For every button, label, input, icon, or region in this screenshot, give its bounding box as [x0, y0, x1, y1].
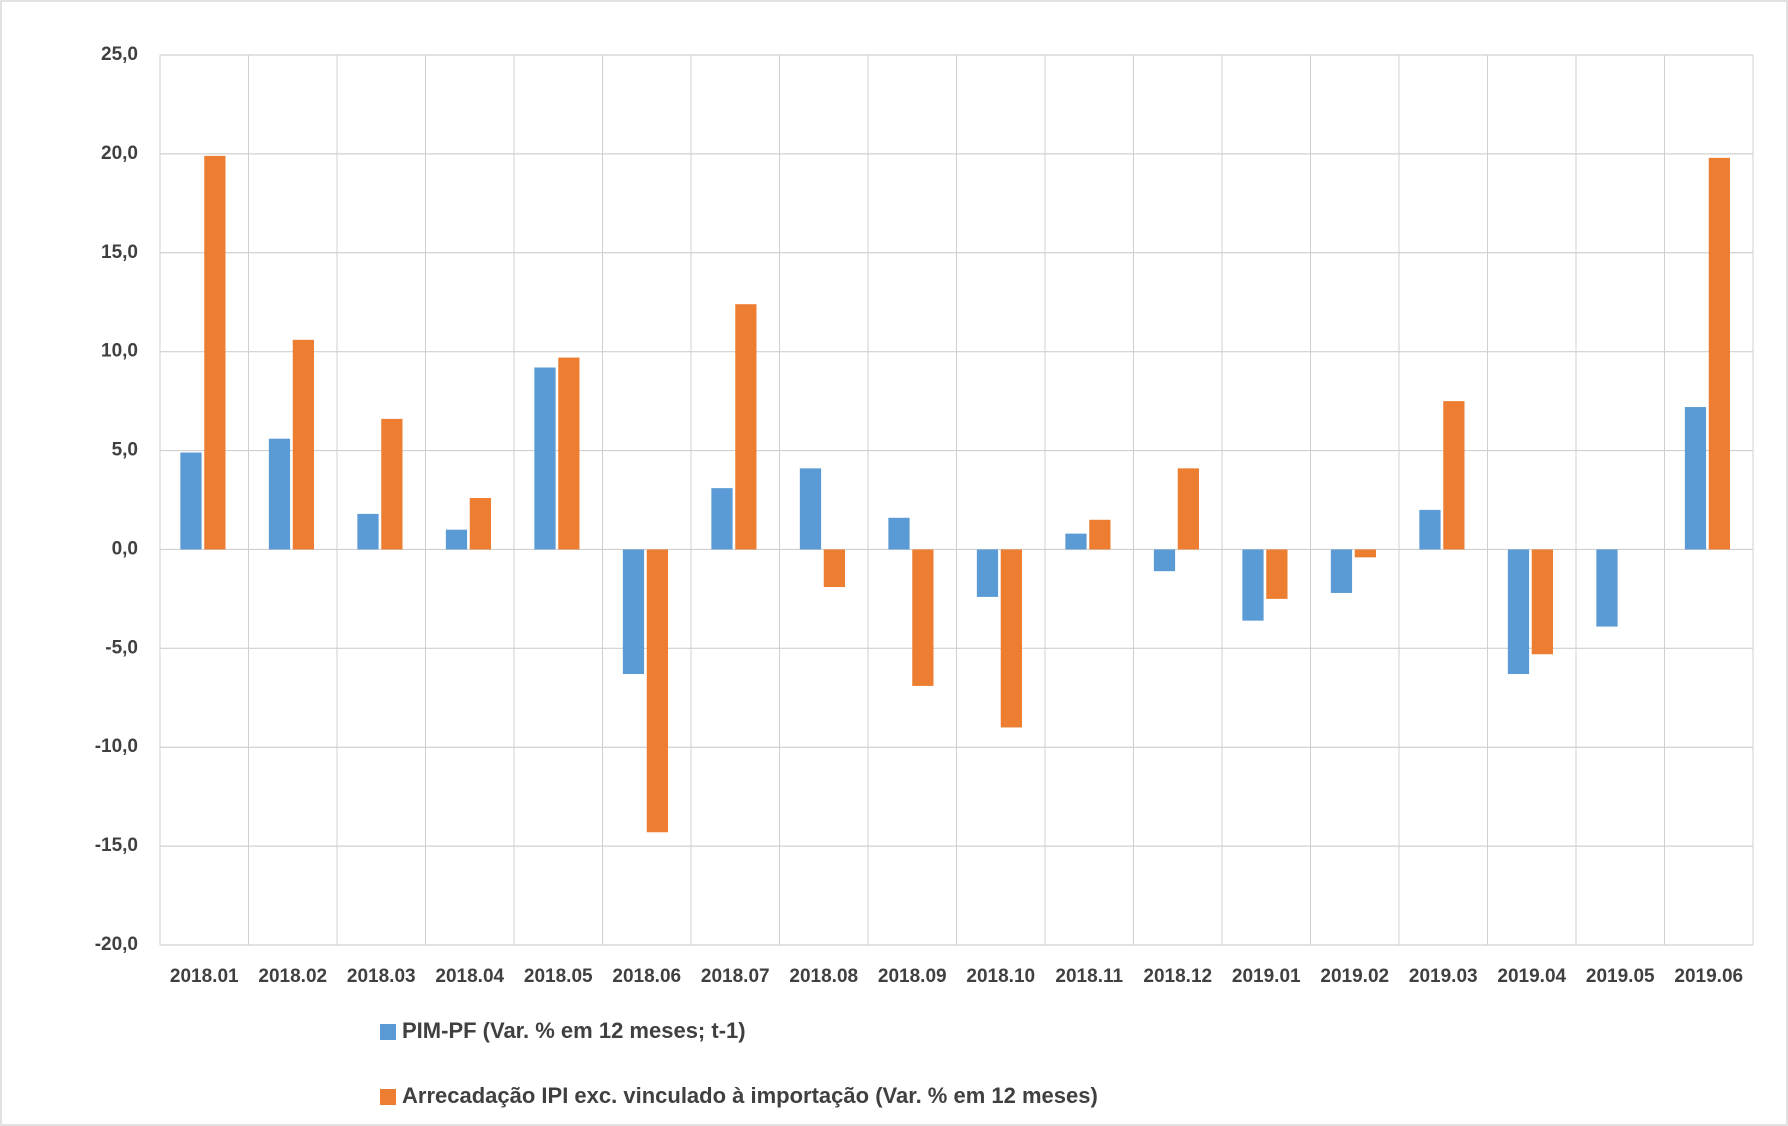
y-tick-label: -10,0	[95, 736, 138, 757]
bar	[976, 549, 999, 597]
x-tick-label: 2019.06	[1674, 966, 1743, 987]
x-tick-label: 2018.02	[258, 966, 327, 987]
x-tick-label: 2018.07	[701, 966, 770, 987]
x-tick-label: 2018.06	[612, 966, 681, 987]
x-tick-label: 2018.05	[524, 966, 593, 987]
bar	[1708, 157, 1730, 550]
bar	[1684, 407, 1707, 550]
x-tick-label: 2019.01	[1232, 966, 1301, 987]
bar	[268, 438, 291, 550]
x-tick-label: 2018.10	[966, 966, 1035, 987]
y-tick-label: 5,0	[112, 440, 138, 461]
bar	[735, 304, 757, 550]
y-tick-label: -5,0	[105, 637, 138, 658]
bar	[180, 452, 202, 550]
bar	[1153, 549, 1176, 572]
x-tick-label: 2019.03	[1409, 966, 1478, 987]
y-tick-label: 10,0	[101, 341, 138, 362]
bar	[912, 549, 934, 686]
bar	[1000, 549, 1022, 728]
bar	[1177, 468, 1199, 550]
bar	[1531, 549, 1553, 655]
y-tick-label: -20,0	[95, 934, 138, 955]
y-tick-label: 25,0	[101, 44, 138, 65]
bar	[204, 155, 226, 550]
legend-label: PIM-PF (Var. % em 12 meses; t-1)	[402, 1018, 746, 1043]
x-tick-label: 2018.01	[170, 966, 239, 987]
legend-marker	[380, 1024, 396, 1040]
bar	[357, 513, 379, 550]
bar	[469, 498, 491, 550]
y-tick-label: 15,0	[101, 242, 138, 263]
x-tick-label: 2018.11	[1055, 966, 1123, 987]
y-tick-label: -15,0	[95, 835, 138, 856]
bar	[381, 418, 403, 550]
bar	[1419, 509, 1441, 550]
bar	[823, 549, 845, 588]
bar	[445, 529, 468, 550]
bar	[622, 549, 645, 675]
y-tick-label: 20,0	[101, 143, 138, 164]
x-tick-label: 2019.02	[1320, 966, 1389, 987]
bar	[1443, 401, 1465, 550]
x-tick-label: 2018.03	[347, 966, 416, 987]
bar	[1596, 549, 1618, 627]
bar	[1354, 549, 1376, 558]
bar	[292, 339, 314, 550]
bar	[799, 468, 822, 550]
legend-marker	[380, 1089, 396, 1105]
bar	[1330, 549, 1353, 593]
bar	[534, 367, 556, 550]
bar	[1507, 549, 1530, 675]
x-tick-label: 2018.12	[1143, 966, 1212, 987]
legend-label: Arrecadação IPI exc. vinculado à importa…	[402, 1083, 1098, 1108]
bar	[1065, 533, 1087, 550]
bar	[558, 357, 580, 550]
x-tick-label: 2018.09	[878, 966, 947, 987]
bar	[888, 517, 910, 550]
bar	[711, 488, 733, 550]
bar	[1089, 519, 1111, 550]
y-tick-label: 0,0	[112, 538, 138, 559]
x-tick-label: 2019.04	[1497, 966, 1566, 987]
bar	[646, 549, 668, 833]
x-tick-label: 2018.08	[789, 966, 858, 987]
x-tick-label: 2019.05	[1586, 966, 1655, 987]
bar	[1266, 549, 1288, 599]
bar	[1242, 549, 1264, 621]
x-tick-label: 2018.04	[435, 966, 504, 987]
